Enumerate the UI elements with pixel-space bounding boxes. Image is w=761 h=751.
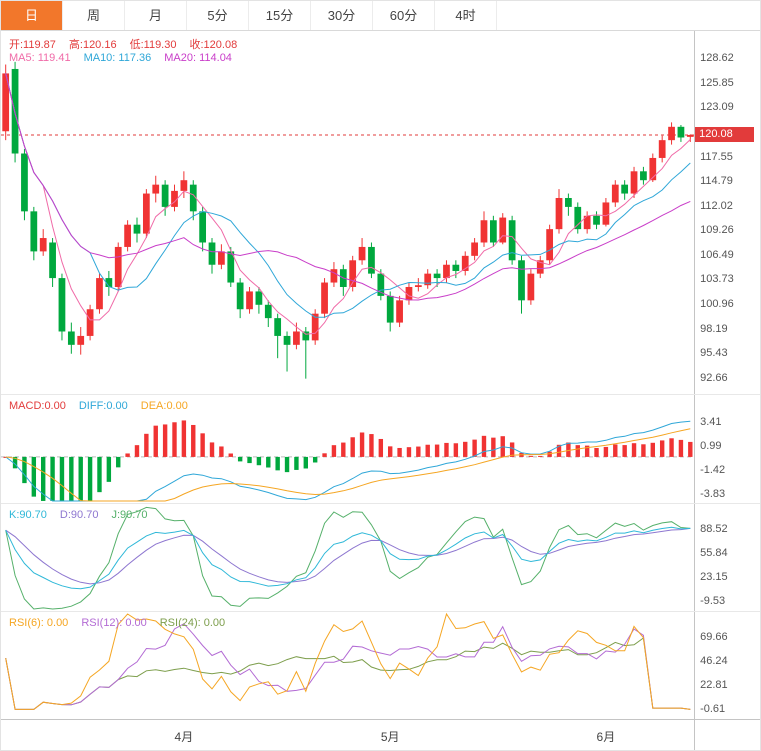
axis-tick: 117.55 xyxy=(700,150,733,163)
open-value: 开:119.87 xyxy=(9,39,56,51)
axis-tick: 46.24 xyxy=(700,654,728,667)
axis-tick: 92.66 xyxy=(700,372,728,384)
axis-tick: -3.83 xyxy=(700,488,726,500)
rsi-chart xyxy=(5,612,691,710)
axis-tick: 22.81 xyxy=(700,679,728,691)
axis-tick: 55.84 xyxy=(700,546,728,559)
kdj-panel: K:90.70 D:90.70 J:90.70 88.52 55.84 23.15 -… xyxy=(1,503,760,611)
j-value: J:90.70 xyxy=(111,509,148,521)
axis-tick: 114.79 xyxy=(700,175,733,188)
tab-5min[interactable]: 5分 xyxy=(187,1,249,30)
time-axis-labels: 4月 5月 6月 xyxy=(1,720,695,750)
axis-tick: 123.09 xyxy=(700,101,734,114)
axis-tick: 109.26 xyxy=(700,224,734,237)
last-price-tag: 120.08 xyxy=(695,126,754,142)
rsi-readout: RSI(6): 0.00 RSI(12): 0.00 RSI(24): 0.00 xyxy=(9,617,225,629)
tab-day[interactable]: 日 xyxy=(1,1,63,30)
tab-4hour[interactable]: 4时 xyxy=(435,1,497,30)
ohlc-readout: 开:119.87 高:120.16 低:119.30 收:120.08 xyxy=(9,36,237,52)
axis-tick: -0.61 xyxy=(700,703,726,715)
ma20-value: MA20: 114.04 xyxy=(164,52,232,64)
close-value: 收:120.08 xyxy=(189,39,238,51)
tab-month[interactable]: 月 xyxy=(125,1,187,30)
candlestick-chart xyxy=(1,61,695,379)
rsi-plot[interactable]: RSI(6): 0.00 RSI(12): 0.00 RSI(24): 0.00 xyxy=(1,612,695,719)
macd-panel: MACD:0.00 DIFF:0.00 DEA:0.00 3.41 0.99 -1.… xyxy=(1,394,760,503)
axis-tick: 0.99 xyxy=(700,440,722,453)
axis-tick: 69.66 xyxy=(700,631,728,643)
k-value: K:90.70 xyxy=(9,509,47,521)
dea-value: DEA:0.00 xyxy=(140,400,188,412)
axis-tick: 128.62 xyxy=(700,52,734,64)
rsi-panel: RSI(6): 0.00 RSI(12): 0.00 RSI(24): 0.00… xyxy=(1,611,760,719)
rsi24-value: RSI(24): 0.00 xyxy=(159,617,226,629)
tab-15min[interactable]: 15分 xyxy=(249,1,311,30)
ma5-value: MA5: 119.41 xyxy=(9,52,71,64)
time-axis-label: 6月 xyxy=(596,730,616,744)
chart-region: 开:119.87 高:120.16 低:119.30 收:120.08 MA5:… xyxy=(1,31,760,750)
rsi6-value: RSI(6): 0.00 xyxy=(9,617,69,629)
axis-tick: 23.15 xyxy=(700,571,728,583)
diff-value: DIFF:0.00 xyxy=(78,400,128,412)
ma10-value: MA10: 117.36 xyxy=(83,52,152,64)
macd-plot[interactable]: MACD:0.00 DIFF:0.00 DEA:0.00 xyxy=(1,395,695,503)
axis-tick: 98.19 xyxy=(700,322,728,335)
tab-30min[interactable]: 30分 xyxy=(311,1,373,30)
axis-tick: 88.52 xyxy=(700,523,728,535)
kdj-readout: K:90.70 D:90.70 J:90.70 xyxy=(9,509,148,521)
kdj-axis: 88.52 55.84 23.15 -9.53 xyxy=(694,504,760,611)
candlestick-plot[interactable]: 开:119.87 高:120.16 低:119.30 收:120.08 MA5:… xyxy=(1,31,695,394)
axis-tick: -1.42 xyxy=(700,464,726,477)
axis-tick: 103.73 xyxy=(700,273,734,286)
main-price-panel: 开:119.87 高:120.16 低:119.30 收:120.08 MA5:… xyxy=(1,31,760,394)
time-axis-label: 5月 xyxy=(380,730,400,744)
kdj-plot[interactable]: K:90.70 D:90.70 J:90.70 xyxy=(1,504,695,611)
macd-chart xyxy=(1,420,695,502)
axis-tick: 125.85 xyxy=(700,76,734,89)
high-value: 高:120.16 xyxy=(68,39,117,51)
macd-axis: 3.41 0.99 -1.42 -3.83 xyxy=(694,395,760,503)
low-value: 低:119.30 xyxy=(129,39,177,51)
timeframe-tabbar: 日 周 月 5分 15分 30分 60分 4时 xyxy=(1,1,760,31)
price-axis: 120.08 128.62125.85123.09120.32117.55114… xyxy=(694,31,760,394)
axis-tick: 106.49 xyxy=(700,248,734,261)
tab-week[interactable]: 周 xyxy=(63,1,125,30)
d-value: D:90.70 xyxy=(59,509,99,521)
time-axis-corner xyxy=(694,720,760,750)
macd-readout: MACD:0.00 DIFF:0.00 DEA:0.00 xyxy=(9,400,188,412)
time-axis: 4月 5月 6月 xyxy=(1,719,760,750)
macd-value: MACD:0.00 xyxy=(9,400,66,412)
kdj-chart xyxy=(5,506,691,610)
axis-tick: 3.41 xyxy=(700,416,722,428)
tab-60min[interactable]: 60分 xyxy=(373,1,435,30)
axis-tick: 100.96 xyxy=(700,298,734,311)
rsi12-value: RSI(12): 0.00 xyxy=(81,617,147,629)
time-axis-label: 4月 xyxy=(174,730,194,744)
axis-tick: 112.02 xyxy=(700,199,733,212)
ma-readout: MA5: 119.41 MA10: 117.36 MA20: 114.04 xyxy=(9,52,232,64)
axis-tick: 95.43 xyxy=(700,347,728,360)
rsi-axis: 69.66 46.24 22.81 -0.61 xyxy=(694,612,760,719)
axis-tick: -9.53 xyxy=(700,595,726,607)
